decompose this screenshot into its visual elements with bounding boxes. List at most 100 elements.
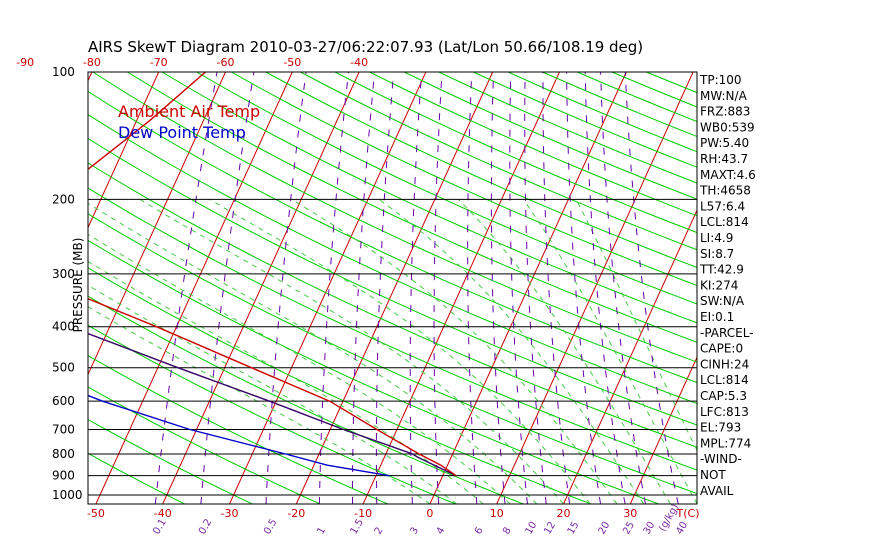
legend: Ambient Air Temp Dew Point Temp [118, 102, 260, 142]
dry-adiabat-line [230, 72, 697, 287]
mixing-ratio-label: 0.5 [262, 517, 279, 536]
x-top-tick-label: -40 [350, 56, 368, 69]
mixing-ratio-label: 1 [315, 525, 328, 536]
y-tick-label: 100 [52, 65, 75, 79]
moist-adiabat-line [378, 198, 645, 504]
index-label: LI:4.9 [700, 231, 733, 245]
dry-adiabat-line [88, 355, 389, 504]
index-label: AVAIL [700, 484, 734, 498]
mixing-ratio-line [624, 72, 679, 504]
mixing-ratio-label: 0.2 [197, 517, 214, 536]
dry-adiabat-line [88, 386, 321, 504]
isotherm-line [229, 72, 427, 504]
mixing-ratio-line [154, 72, 218, 504]
mixing-ratio-label: 25 [621, 520, 637, 537]
x-unit-label: T(C) [676, 507, 700, 520]
mixing-ratio-line [467, 72, 478, 504]
isotherm-line [764, 72, 870, 504]
x-top-tick-label: -60 [217, 56, 235, 69]
dry-adiabat-line [473, 72, 697, 168]
y-tick-label: 400 [52, 320, 75, 334]
moist-adiabat-line [88, 260, 484, 504]
dewpoint-profile-line [88, 394, 390, 477]
mixing-ratio-label: 40 [674, 520, 690, 537]
y-tick-label: 600 [52, 394, 75, 408]
index-label: LCL:814 [700, 373, 749, 387]
isotherm-line [88, 72, 226, 376]
x-tick-label: -20 [287, 507, 305, 520]
y-tick-label: 900 [52, 469, 75, 483]
mixing-ratio-label: 0.1 [151, 517, 168, 536]
index-label: TH:4658 [699, 184, 751, 198]
dry-adiabat-line [88, 418, 253, 504]
mixing-ratio-line [409, 72, 423, 504]
dry-adiabat-line [369, 72, 697, 217]
dry-adiabat-line [265, 72, 697, 268]
dry-adiabat-line [334, 72, 697, 234]
mixing-ratio-line [509, 72, 528, 504]
mixing-ratio-line [433, 72, 443, 504]
index-label: KI:274 [700, 278, 738, 292]
mixing-ratio-label: 20 [597, 520, 613, 537]
index-label: CAPE:0 [700, 342, 743, 356]
dry-adiabat-line [403, 72, 697, 200]
mixing-ratio-label: 1.5 [349, 517, 366, 536]
isotherm-line [295, 72, 494, 504]
index-label: MAXT:4.6 [700, 168, 756, 182]
index-label: TP:100 [699, 73, 742, 87]
x-tick-label: 30 [623, 507, 637, 520]
mixing-ratio-line [524, 72, 547, 504]
dry-adiabat-line [92, 72, 697, 363]
dry-adiabat-line [88, 90, 697, 384]
index-label: CINH:24 [700, 357, 749, 371]
dry-adiabat-line [88, 295, 524, 504]
index-label: -PARCEL- [700, 326, 754, 340]
x-tick-label: -40 [154, 507, 172, 520]
mixing-ratio-label: 4 [435, 525, 448, 536]
chart-title: AIRS SkewT Diagram 2010-03-27/06:22:07.9… [88, 38, 643, 56]
isotherm-line [496, 72, 694, 504]
mixing-ratio-label: 12 [542, 520, 558, 537]
x-tick-label: 0 [426, 507, 433, 520]
y-tick-label: 800 [52, 447, 75, 461]
mixing-ratio-line [584, 72, 626, 504]
index-label: EL:793 [700, 421, 741, 435]
dry-adiabat-line [646, 72, 697, 94]
dry-adiabat-line [88, 137, 697, 426]
isotherm-line [831, 72, 870, 504]
dry-adiabat-line [88, 267, 592, 504]
moist-adiabat-line [291, 198, 618, 504]
temperature-profile-line [88, 72, 457, 477]
mixing-ratio-line [542, 72, 571, 504]
mixing-ratio-line [318, 72, 349, 504]
isotherm-line [95, 72, 293, 504]
moist-adiabat-line [458, 198, 671, 504]
isotherm-line [162, 72, 360, 504]
legend-dew-point-temp: Dew Point Temp [118, 123, 246, 142]
y-axis-label: PRESSURE (MB) [71, 238, 85, 333]
mixing-ratio-label: 10 [524, 520, 540, 537]
x-tick-label: -50 [87, 507, 105, 520]
index-label: -WIND- [700, 452, 742, 466]
mixing-ratio-label: 3 [408, 525, 421, 536]
dry-adiabat-line [127, 72, 697, 343]
index-label: PW:5.40 [700, 136, 749, 150]
x-top-tick-label: -50 [283, 56, 301, 69]
y-tick-label: 700 [52, 423, 75, 437]
moist-adiabat-line [88, 233, 511, 504]
y-tick-label: 200 [52, 192, 75, 206]
mixing-ratio-line [200, 72, 255, 504]
index-label: RH:43.7 [700, 152, 748, 166]
isotherm-line [0, 72, 25, 504]
x-tick-label: 20 [557, 507, 571, 520]
x-top-tick-label: -90 [16, 56, 34, 69]
index-label: NOT [700, 468, 726, 482]
isotherm-line [629, 356, 697, 504]
isotherm-line [88, 72, 160, 229]
x-tick-label: 10 [490, 507, 504, 520]
mixing-ratio-label: 2 [373, 525, 386, 536]
